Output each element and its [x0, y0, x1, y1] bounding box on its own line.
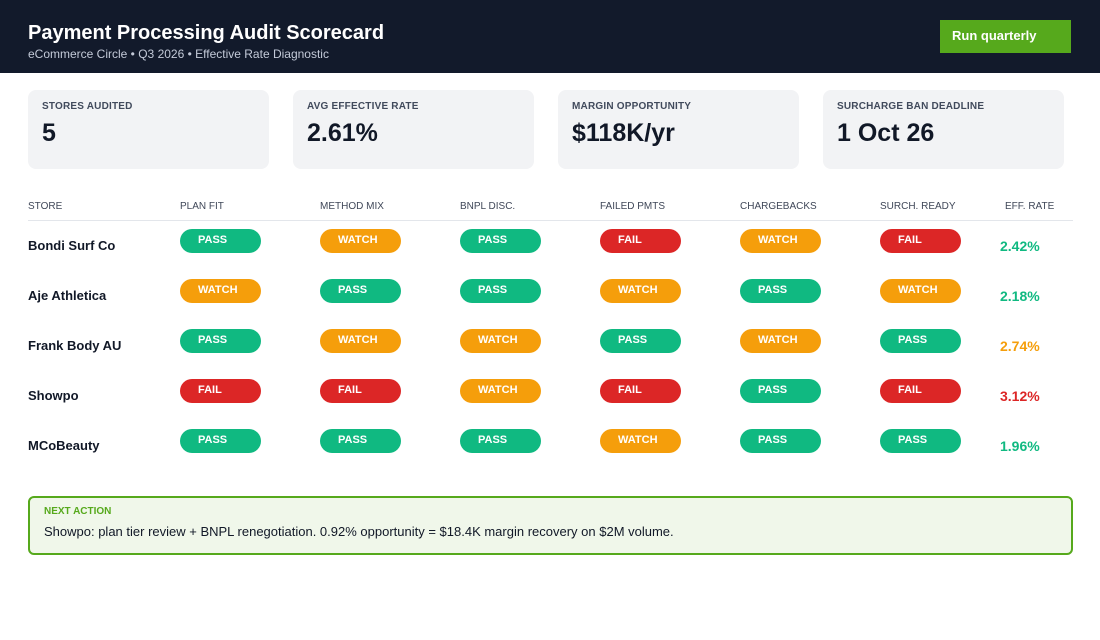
status-badge-bnpl-disc: WATCH — [460, 379, 541, 403]
kpi-value: $118K/yr — [572, 119, 675, 147]
status-badge-chargebacks: PASS — [740, 429, 821, 453]
kpi-value: 1 Oct 26 — [837, 119, 935, 147]
next-action-label: NEXT ACTION — [44, 506, 112, 517]
column-header-failed-pmts: FAILED PMTS — [600, 201, 666, 212]
status-badge-method-mix: PASS — [320, 429, 401, 453]
effective-rate-value: 2.18% — [1000, 288, 1040, 304]
table-header: STORE PLAN FIT METHOD MIX BNPL DISC. FAI… — [28, 196, 1073, 221]
status-badge-method-mix: FAIL — [320, 379, 401, 403]
store-name: Showpo — [28, 388, 79, 403]
status-badge-chargebacks: WATCH — [740, 329, 821, 353]
kpi-label: MARGIN OPPORTUNITY — [572, 101, 692, 112]
status-badge-method-mix: PASS — [320, 279, 401, 303]
effective-rate-value: 1.96% — [1000, 438, 1040, 454]
kpi-card-stores-audited: STORES AUDITED 5 — [28, 90, 269, 169]
kpi-value: 5 — [42, 119, 56, 147]
column-header-chargebacks: CHARGEBACKS — [740, 201, 817, 212]
table-row: Bondi Surf Co PASS WATCH PASS FAIL WATCH FAIL 2… — [28, 221, 1073, 271]
status-badge-surch-ready: PASS — [880, 429, 961, 453]
effective-rate-value: 2.74% — [1000, 338, 1040, 354]
column-header-eff-rate: EFF. RATE — [1005, 201, 1055, 212]
status-badge-failed-pmts: FAIL — [600, 379, 681, 403]
table-row: Frank Body AU PASS WATCH WATCH PASS WATCH PASS… — [28, 321, 1073, 371]
status-badge-failed-pmts: FAIL — [600, 229, 681, 253]
status-badge-bnpl-disc: PASS — [460, 279, 541, 303]
status-badge-bnpl-disc: WATCH — [460, 329, 541, 353]
status-badge-plan-fit: FAIL — [180, 379, 261, 403]
effective-rate-value: 2.42% — [1000, 238, 1040, 254]
status-badge-failed-pmts: WATCH — [600, 429, 681, 453]
kpi-label: SURCHARGE BAN DEADLINE — [837, 101, 985, 112]
status-badge-failed-pmts: WATCH — [600, 279, 681, 303]
status-badge-chargebacks: PASS — [740, 279, 821, 303]
kpi-card-avg-effective-rate: AVG EFFECTIVE RATE 2.61% — [293, 90, 534, 169]
store-name: Aje Athletica — [28, 288, 107, 303]
status-badge-surch-ready: PASS — [880, 329, 961, 353]
column-header-plan-fit: PLAN FIT — [180, 201, 224, 212]
column-header-surch-ready: SURCH. READY — [880, 201, 956, 212]
kpi-label: STORES AUDITED — [42, 101, 133, 112]
column-header-bnpl-disc: BNPL DISC. — [460, 201, 516, 212]
status-badge-chargebacks: PASS — [740, 379, 821, 403]
status-badge-plan-fit: PASS — [180, 429, 261, 453]
status-badge-failed-pmts: PASS — [600, 329, 681, 353]
kpi-value: 2.61% — [307, 119, 378, 147]
kpi-card-margin-opportunity: MARGIN OPPORTUNITY $118K/yr — [558, 90, 799, 169]
column-header-method-mix: METHOD MIX — [320, 201, 384, 212]
table-row: Aje Athletica WATCH PASS PASS WATCH PASS WATCH… — [28, 271, 1073, 321]
effective-rate-value: 3.12% — [1000, 388, 1040, 404]
column-header-store: STORE — [28, 201, 63, 212]
store-name: Frank Body AU — [28, 338, 122, 353]
status-badge-method-mix: WATCH — [320, 329, 401, 353]
table-row: MCoBeauty PASS PASS PASS WATCH PASS PASS 1.96% — [28, 421, 1073, 471]
page-title: Payment Processing Audit Scorecard — [28, 22, 385, 44]
run-quarterly-button[interactable]: Run quarterly — [940, 20, 1071, 53]
status-badge-plan-fit: PASS — [180, 329, 261, 353]
status-badge-bnpl-disc: PASS — [460, 229, 541, 253]
page-subtitle: eCommerce Circle • Q3 2026 • Effective R… — [28, 47, 329, 61]
status-badge-surch-ready: FAIL — [880, 229, 961, 253]
status-badge-bnpl-disc: PASS — [460, 429, 541, 453]
store-name: MCoBeauty — [28, 438, 100, 453]
header-bar: Payment Processing Audit Scorecard eComm… — [0, 0, 1100, 73]
next-action-panel: NEXT ACTION Showpo: plan tier review + B… — [28, 496, 1073, 555]
status-badge-chargebacks: WATCH — [740, 229, 821, 253]
status-badge-surch-ready: WATCH — [880, 279, 961, 303]
table-row: Showpo FAIL FAIL WATCH FAIL PASS FAIL 3.12% — [28, 371, 1073, 421]
status-badge-surch-ready: FAIL — [880, 379, 961, 403]
status-badge-method-mix: WATCH — [320, 229, 401, 253]
store-name: Bondi Surf Co — [28, 238, 116, 253]
kpi-label: AVG EFFECTIVE RATE — [307, 101, 419, 112]
status-badge-plan-fit: PASS — [180, 229, 261, 253]
kpi-card-surcharge-ban-deadline: SURCHARGE BAN DEADLINE 1 Oct 26 — [823, 90, 1064, 169]
next-action-text: Showpo: plan tier review + BNPL renegoti… — [44, 524, 674, 539]
status-badge-plan-fit: WATCH — [180, 279, 261, 303]
